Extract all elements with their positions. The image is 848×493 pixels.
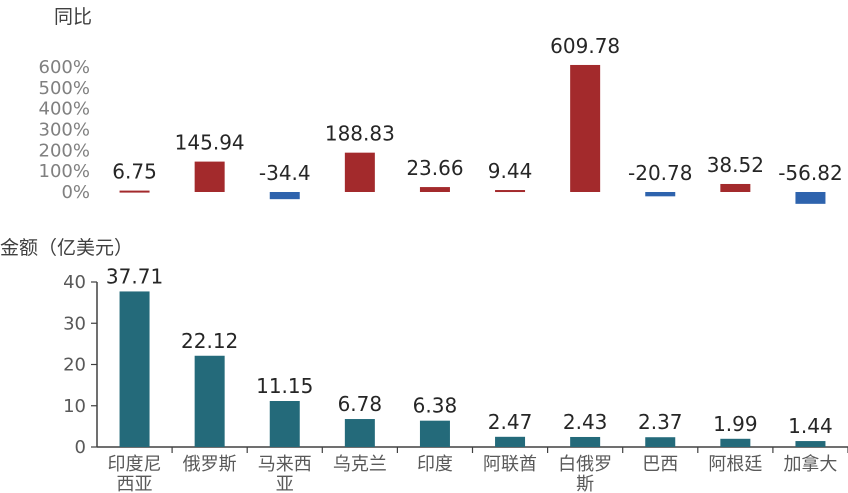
yoy-bar: [645, 192, 676, 197]
amount-bar: [269, 401, 300, 447]
category-label: 巴西: [642, 454, 678, 475]
category-label: 乌克兰: [333, 454, 387, 475]
amount-bar: [419, 420, 450, 447]
bottom-y-tick-label: 20: [63, 355, 86, 376]
yoy-data-label: -56.82: [778, 161, 842, 185]
amount-data-label: 11.15: [256, 374, 313, 398]
amount-data-label: 6.38: [413, 394, 458, 418]
bottom-y-tick-label: 10: [63, 396, 86, 417]
top-y-tick-label: 100%: [39, 161, 90, 182]
yoy-data-label: 23.66: [406, 156, 463, 180]
amount-bar: [119, 291, 150, 447]
top-chart-y-title: 同比: [54, 6, 93, 28]
category-label: 阿根廷: [708, 454, 762, 475]
category-label: 亚: [276, 474, 294, 493]
amount-data-label: 2.37: [638, 410, 683, 434]
amount-data-label: 37.71: [106, 264, 163, 288]
category-label: 马来西: [258, 454, 312, 475]
yoy-bar: [795, 192, 826, 204]
yoy-bar: [720, 183, 751, 192]
top-y-tick-label: 500%: [39, 78, 90, 99]
category-label: 白俄罗: [558, 454, 612, 475]
yoy-data-label: 609.78: [550, 34, 620, 58]
bottom-y-tick-label: 0: [75, 437, 86, 458]
amount-bar: [194, 355, 225, 447]
yoy-bar: [344, 152, 375, 192]
yoy-bar: [269, 192, 300, 200]
category-label: 加拿大: [783, 453, 837, 475]
amount-data-label: 2.47: [488, 410, 533, 434]
category-label: 阿联酋: [483, 454, 537, 475]
yoy-data-label: 145.94: [175, 131, 245, 155]
category-label: 俄罗斯: [183, 454, 237, 475]
category-label: 西亚: [117, 474, 153, 493]
bottom-chart-y-title: 金额（亿美元）: [0, 237, 134, 259]
category-label: 印度尼: [108, 454, 162, 475]
yoy-data-label: 9.44: [488, 159, 533, 183]
yoy-bar: [419, 187, 450, 192]
yoy-bar: [495, 190, 526, 193]
bottom-y-tick-label: 40: [63, 272, 86, 293]
amount-bar: [645, 437, 676, 447]
category-label: 印度: [417, 454, 453, 475]
amount-bar: [720, 438, 751, 447]
top-y-tick-label: 400%: [39, 99, 90, 120]
yoy-bar-chart: 0%100%200%300%400%500%600% 6.75 145.94 -34.…: [39, 34, 843, 204]
top-y-tick-label: 300%: [39, 120, 90, 141]
yoy-bar: [194, 161, 225, 192]
category-label: 斯: [576, 474, 594, 493]
amount-bar: [344, 419, 375, 447]
yoy-data-label: 188.83: [325, 122, 395, 146]
amount-data-label: 1.44: [788, 414, 833, 438]
amount-bar: [795, 441, 826, 447]
amount-data-label: 22.12: [181, 329, 238, 353]
top-y-tick-label: 600%: [39, 57, 90, 78]
amount-data-label: 2.43: [563, 410, 608, 434]
top-y-tick-label: 0%: [61, 182, 90, 203]
yoy-data-label: 38.52: [707, 153, 764, 177]
yoy-bar: [570, 64, 601, 192]
top-y-tick-label: 200%: [39, 140, 90, 161]
bottom-y-tick-label: 30: [63, 313, 86, 334]
yoy-data-label: -20.78: [628, 161, 692, 185]
amount-bar: [570, 436, 601, 447]
yoy-bar: [119, 190, 150, 193]
amount-data-label: 6.78: [338, 392, 383, 416]
yoy-data-label: 6.75: [112, 160, 157, 184]
yoy-data-label: -34.4: [259, 161, 311, 185]
amount-data-label: 1.99: [713, 412, 758, 436]
amount-bar: [495, 436, 526, 447]
